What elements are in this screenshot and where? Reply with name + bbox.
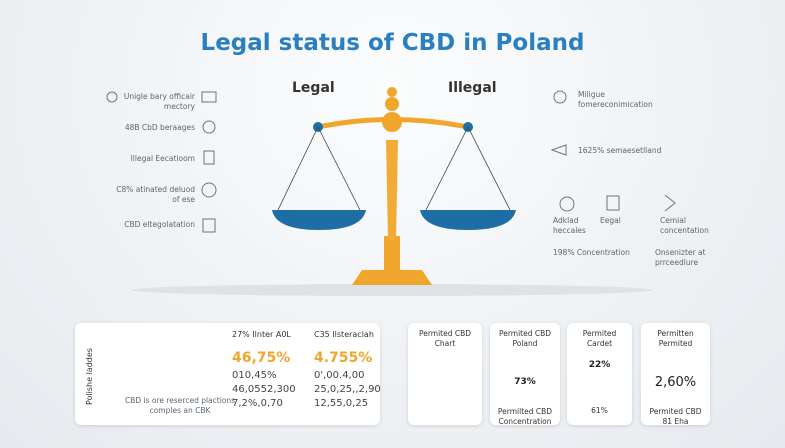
right-item: Eegal <box>600 216 621 225</box>
side-label: Polishe laddes <box>85 348 94 405</box>
column-row: 25,0,25,,2,90 <box>314 384 381 395</box>
right-item: fomereconimication <box>578 100 653 109</box>
card <box>567 323 632 425</box>
card-title: Permited CBD <box>498 329 552 338</box>
card-title: Poland <box>512 339 538 348</box>
card-title: Permited <box>582 329 617 338</box>
column-header: C35 Ilsteraclah <box>314 330 374 339</box>
right-item: concentation <box>660 226 709 235</box>
left-item: 48B CbD beraages <box>124 123 195 132</box>
column-highlight: 4.755% <box>314 350 373 366</box>
card-title: Permited <box>658 339 693 348</box>
card-caption: Permited CBD <box>649 407 702 416</box>
card <box>490 323 560 425</box>
column-row: 46,0552,300 <box>232 384 296 395</box>
card <box>641 323 710 425</box>
right-item: 198% Concentration <box>553 248 630 257</box>
caption-line: CBD is ore reserced plactions <box>124 396 236 405</box>
right-item: Miligue <box>578 90 605 99</box>
scale-label: Legal <box>292 80 335 96</box>
icons <box>106 90 676 233</box>
column-row: 0',00.4,00 <box>314 370 365 381</box>
right-item: Cemial <box>660 216 686 225</box>
left-item: Illegal Eecatioom <box>130 154 195 163</box>
card <box>408 323 482 425</box>
floor-shadow <box>132 284 652 296</box>
column-header: 27% Ilnter A0L <box>232 330 291 339</box>
card-caption: Permilted CBD <box>497 407 553 416</box>
card-value: 73% <box>514 377 536 387</box>
column-row: 12,55,0,25 <box>314 398 369 409</box>
left-item: C8% atinated deluod <box>116 185 195 194</box>
caption-line: comples an CBK <box>149 406 211 415</box>
card-title: Permited CBD <box>418 329 472 338</box>
title: Legal status of CBD in Poland <box>200 30 585 56</box>
scale-label: Illegal <box>448 80 497 96</box>
column-row: 7,2%,0,70 <box>232 398 283 409</box>
left-item: mectory <box>163 102 195 111</box>
left-item: of ese <box>172 195 195 204</box>
card-caption: 81 Eha <box>662 417 689 426</box>
right-item: 1625% semaesetlland <box>578 146 662 155</box>
summary-card <box>75 323 380 425</box>
column-row: 010,45% <box>232 370 277 381</box>
card-caption: 61% <box>591 406 608 415</box>
left-item: Unigle bary officair <box>123 92 195 101</box>
right-item: Onsenizter at <box>655 248 706 257</box>
right-item: Adklad <box>553 216 579 225</box>
card-title: Cardet <box>586 339 613 348</box>
card-caption: Concentration <box>498 417 552 426</box>
right-item: heccales <box>553 226 586 235</box>
right-item: prrceedlure <box>655 258 699 267</box>
scale <box>272 87 516 285</box>
card-value: 22% <box>588 360 611 370</box>
column-highlight: 46,75% <box>232 350 291 366</box>
card-value: 2,60% <box>654 375 697 390</box>
card-title: Permitten <box>657 329 694 338</box>
left-item: CBD eltegolatation <box>124 220 195 229</box>
card-title: Chart <box>434 339 456 348</box>
